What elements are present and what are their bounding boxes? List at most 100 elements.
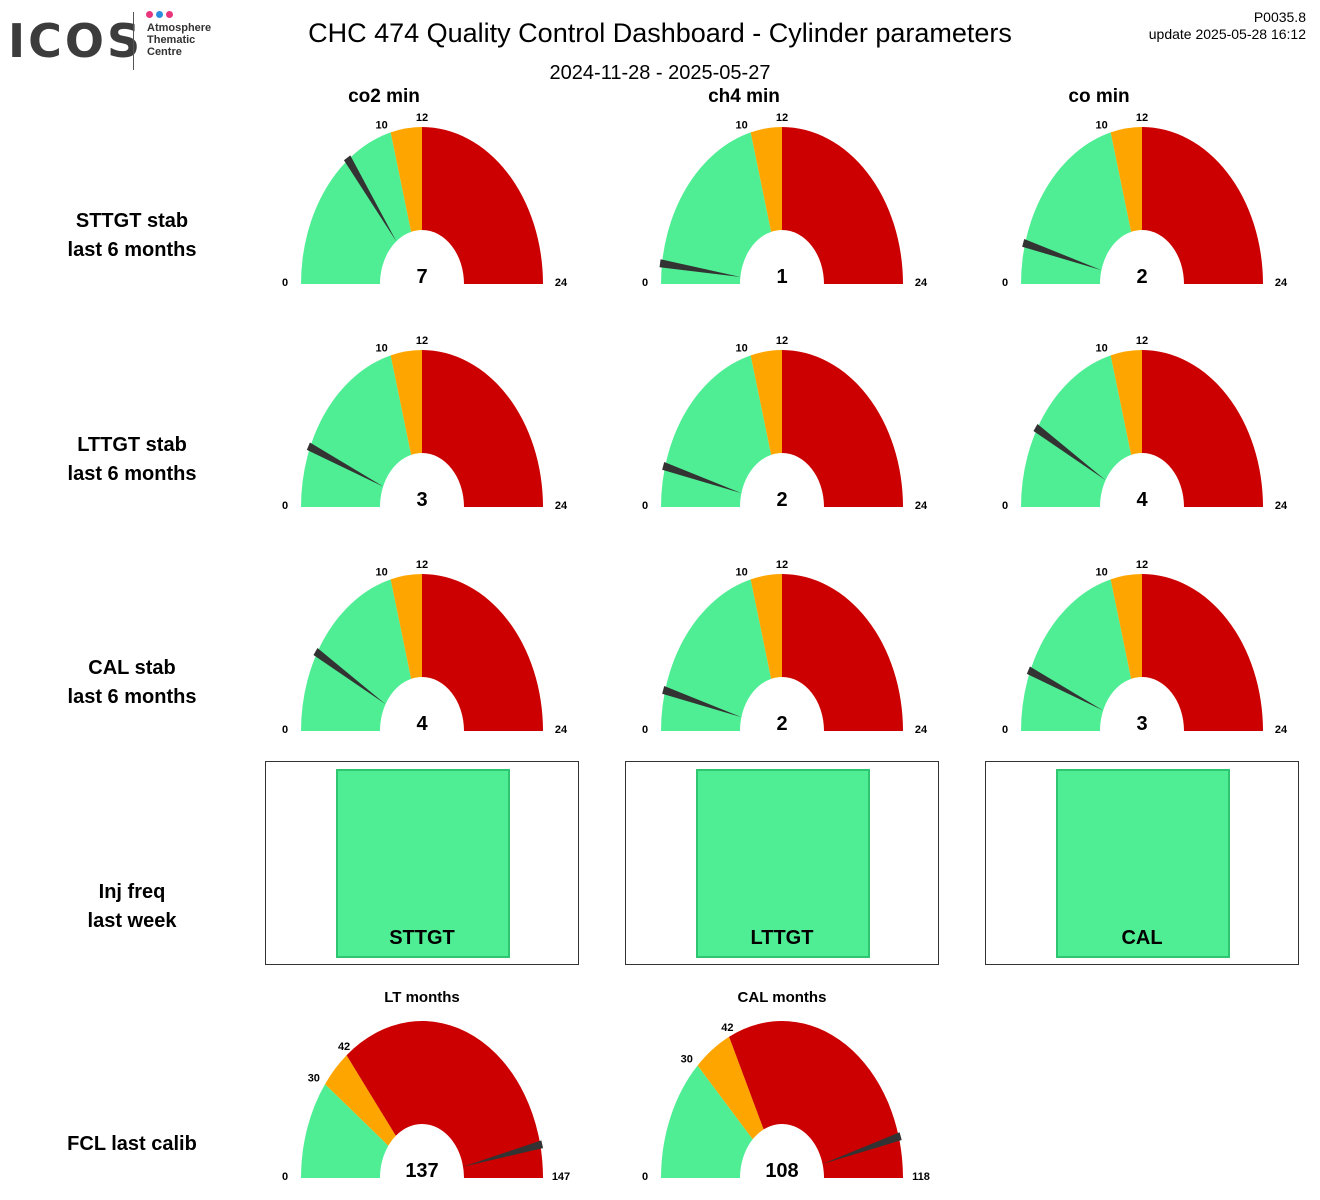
logo-line: Atmosphere xyxy=(147,22,212,34)
gauge-tick-threshold-1: 10 xyxy=(736,566,748,578)
gauge-segment-bad xyxy=(1142,127,1263,284)
gauge-segment-good xyxy=(301,1084,389,1178)
gauge-segment-good xyxy=(301,132,412,284)
logo-dot xyxy=(166,11,173,18)
gauge-tick-threshold-2: 12 xyxy=(1136,335,1148,347)
gauge-fcl-lt-months: 0 30 42 147 137 xyxy=(262,1000,582,1190)
update-timestamp: update 2025-05-28 16:12 xyxy=(1148,26,1306,42)
gauge-tick-threshold-1: 30 xyxy=(681,1054,693,1066)
logo-line: Thematic xyxy=(147,34,196,46)
row-label-fcl: FCL last calib xyxy=(32,1130,232,1159)
gauge-tick-max: 24 xyxy=(1275,277,1288,289)
gauge-segment-bad xyxy=(782,574,903,731)
gauge-sttgt-ch4: 0 10 12 24 1 xyxy=(622,106,942,296)
row-label-line: last week xyxy=(87,910,177,932)
gauge-value: 7 xyxy=(416,266,427,288)
gauge-segment-good xyxy=(1021,132,1132,284)
gauge-value: 2 xyxy=(776,489,787,511)
gauge-value: 3 xyxy=(416,489,427,511)
row-label-line: last 6 months xyxy=(67,239,197,261)
gauge-tick-max: 24 xyxy=(1275,500,1288,512)
gauge-cal-co2: 0 10 12 24 4 xyxy=(262,553,582,743)
gauge-tick-threshold-2: 42 xyxy=(721,1022,733,1034)
gauge-segment-good xyxy=(301,355,412,507)
page-title: CHC 474 Quality Control Dashboard - Cyli… xyxy=(308,18,1012,48)
inj-freq-label: CAL xyxy=(1121,927,1163,949)
row-label-lttgt: LTTGT stab last 6 months xyxy=(32,431,232,489)
gauge-tick-threshold-1: 30 xyxy=(308,1073,320,1085)
row-label-line: FCL last calib xyxy=(67,1133,197,1155)
gauge-value: 108 xyxy=(765,1160,798,1182)
gauge-segment-warn xyxy=(1110,350,1142,455)
row-label-inj-freq: Inj freq last week xyxy=(32,878,232,936)
row-label-line: last 6 months xyxy=(67,686,197,708)
logo-text: Atmosphere Thematic Centre xyxy=(147,22,211,58)
inj-freq-status-box xyxy=(336,769,510,958)
gauge-needle xyxy=(1033,424,1106,481)
gauge-tick-threshold-2: 12 xyxy=(416,335,428,347)
gauge-tick-threshold-2: 12 xyxy=(416,559,428,571)
gauge-needle xyxy=(822,1132,902,1165)
gauge-needle xyxy=(343,155,397,242)
gauge-segment-warn xyxy=(1110,574,1142,679)
update-info: P0035.8 update 2025-05-28 16:12 xyxy=(1149,9,1306,43)
gauge-lttgt-ch4: 0 10 12 24 2 xyxy=(622,329,942,519)
gauge-segment-warn xyxy=(750,350,782,455)
gauge-tick-threshold-1: 10 xyxy=(736,119,748,131)
gauge-segment-good xyxy=(301,579,412,731)
gauge-segment-warn xyxy=(750,574,782,679)
inj-freq-label: STTGT xyxy=(389,927,455,949)
gauge-tick-threshold-1: 10 xyxy=(1096,119,1108,131)
gauge-tick-threshold-1: 10 xyxy=(1096,566,1108,578)
gauge-tick-min: 0 xyxy=(1002,500,1008,512)
gauge-tick-min: 0 xyxy=(1002,277,1008,289)
gauge-tick-threshold-1: 10 xyxy=(1096,342,1108,354)
icos-logo-word: ICOS xyxy=(8,14,144,68)
gauge-tick-max: 24 xyxy=(555,277,568,289)
gauge-fcl-cal-months: 0 30 42 118 108 xyxy=(622,1000,942,1190)
gauge-needle xyxy=(1026,666,1104,711)
gauge-tick-min: 0 xyxy=(1002,724,1008,736)
gauge-tick-min: 0 xyxy=(282,724,288,736)
gauge-segment-bad xyxy=(782,350,903,507)
date-range: 2024-11-28 - 2025-05-27 xyxy=(549,62,771,84)
gauge-tick-threshold-1: 10 xyxy=(376,119,388,131)
gauge-value: 3 xyxy=(1136,713,1147,735)
gauge-tick-threshold-2: 12 xyxy=(776,112,788,124)
gauge-segment-warn xyxy=(1110,127,1142,232)
logo-separator xyxy=(133,12,134,70)
gauge-lttgt-co: 0 10 12 24 4 xyxy=(982,329,1302,519)
gauge-needle xyxy=(462,1140,544,1167)
row-label-line: Inj freq xyxy=(98,881,166,903)
inj-freq-status-box xyxy=(1056,769,1230,958)
gauge-segment-good xyxy=(661,132,772,284)
gauge-tick-max: 118 xyxy=(912,1171,930,1183)
gauge-segment-warn xyxy=(390,350,422,455)
row-label-cal: CAL stab last 6 months xyxy=(32,654,232,712)
gauge-tick-threshold-2: 12 xyxy=(416,112,428,124)
logo-dot xyxy=(146,11,153,18)
gauge-segment-bad xyxy=(422,574,543,731)
gauge-title-lt-months: LT months xyxy=(384,989,460,1006)
column-header-ch4: ch4 min xyxy=(708,86,780,107)
row-label-line: CAL stab xyxy=(88,657,176,679)
gauge-tick-threshold-2: 12 xyxy=(776,559,788,571)
gauge-needle xyxy=(662,461,742,494)
gauge-segment-bad xyxy=(346,1021,543,1178)
gauge-value: 137 xyxy=(405,1160,438,1182)
gauge-tick-min: 0 xyxy=(642,1171,648,1183)
gauge-tick-max: 24 xyxy=(915,500,928,512)
gauge-value: 1 xyxy=(776,266,787,288)
gauge-segment-bad xyxy=(422,350,543,507)
gauge-lttgt-co2: 0 10 12 24 3 xyxy=(262,329,582,519)
gauge-value: 2 xyxy=(776,713,787,735)
gauge-segment-good xyxy=(1021,355,1132,507)
page-code: P0035.8 xyxy=(1253,9,1306,25)
gauge-segment-good xyxy=(661,355,772,507)
gauge-segment-bad xyxy=(422,127,543,284)
gauge-segment-bad xyxy=(1142,574,1263,731)
row-label-line: LTTGT stab xyxy=(77,434,187,456)
gauge-segment-good xyxy=(661,1065,753,1178)
gauge-segment-warn xyxy=(325,1055,396,1146)
gauge-needle xyxy=(306,442,384,487)
